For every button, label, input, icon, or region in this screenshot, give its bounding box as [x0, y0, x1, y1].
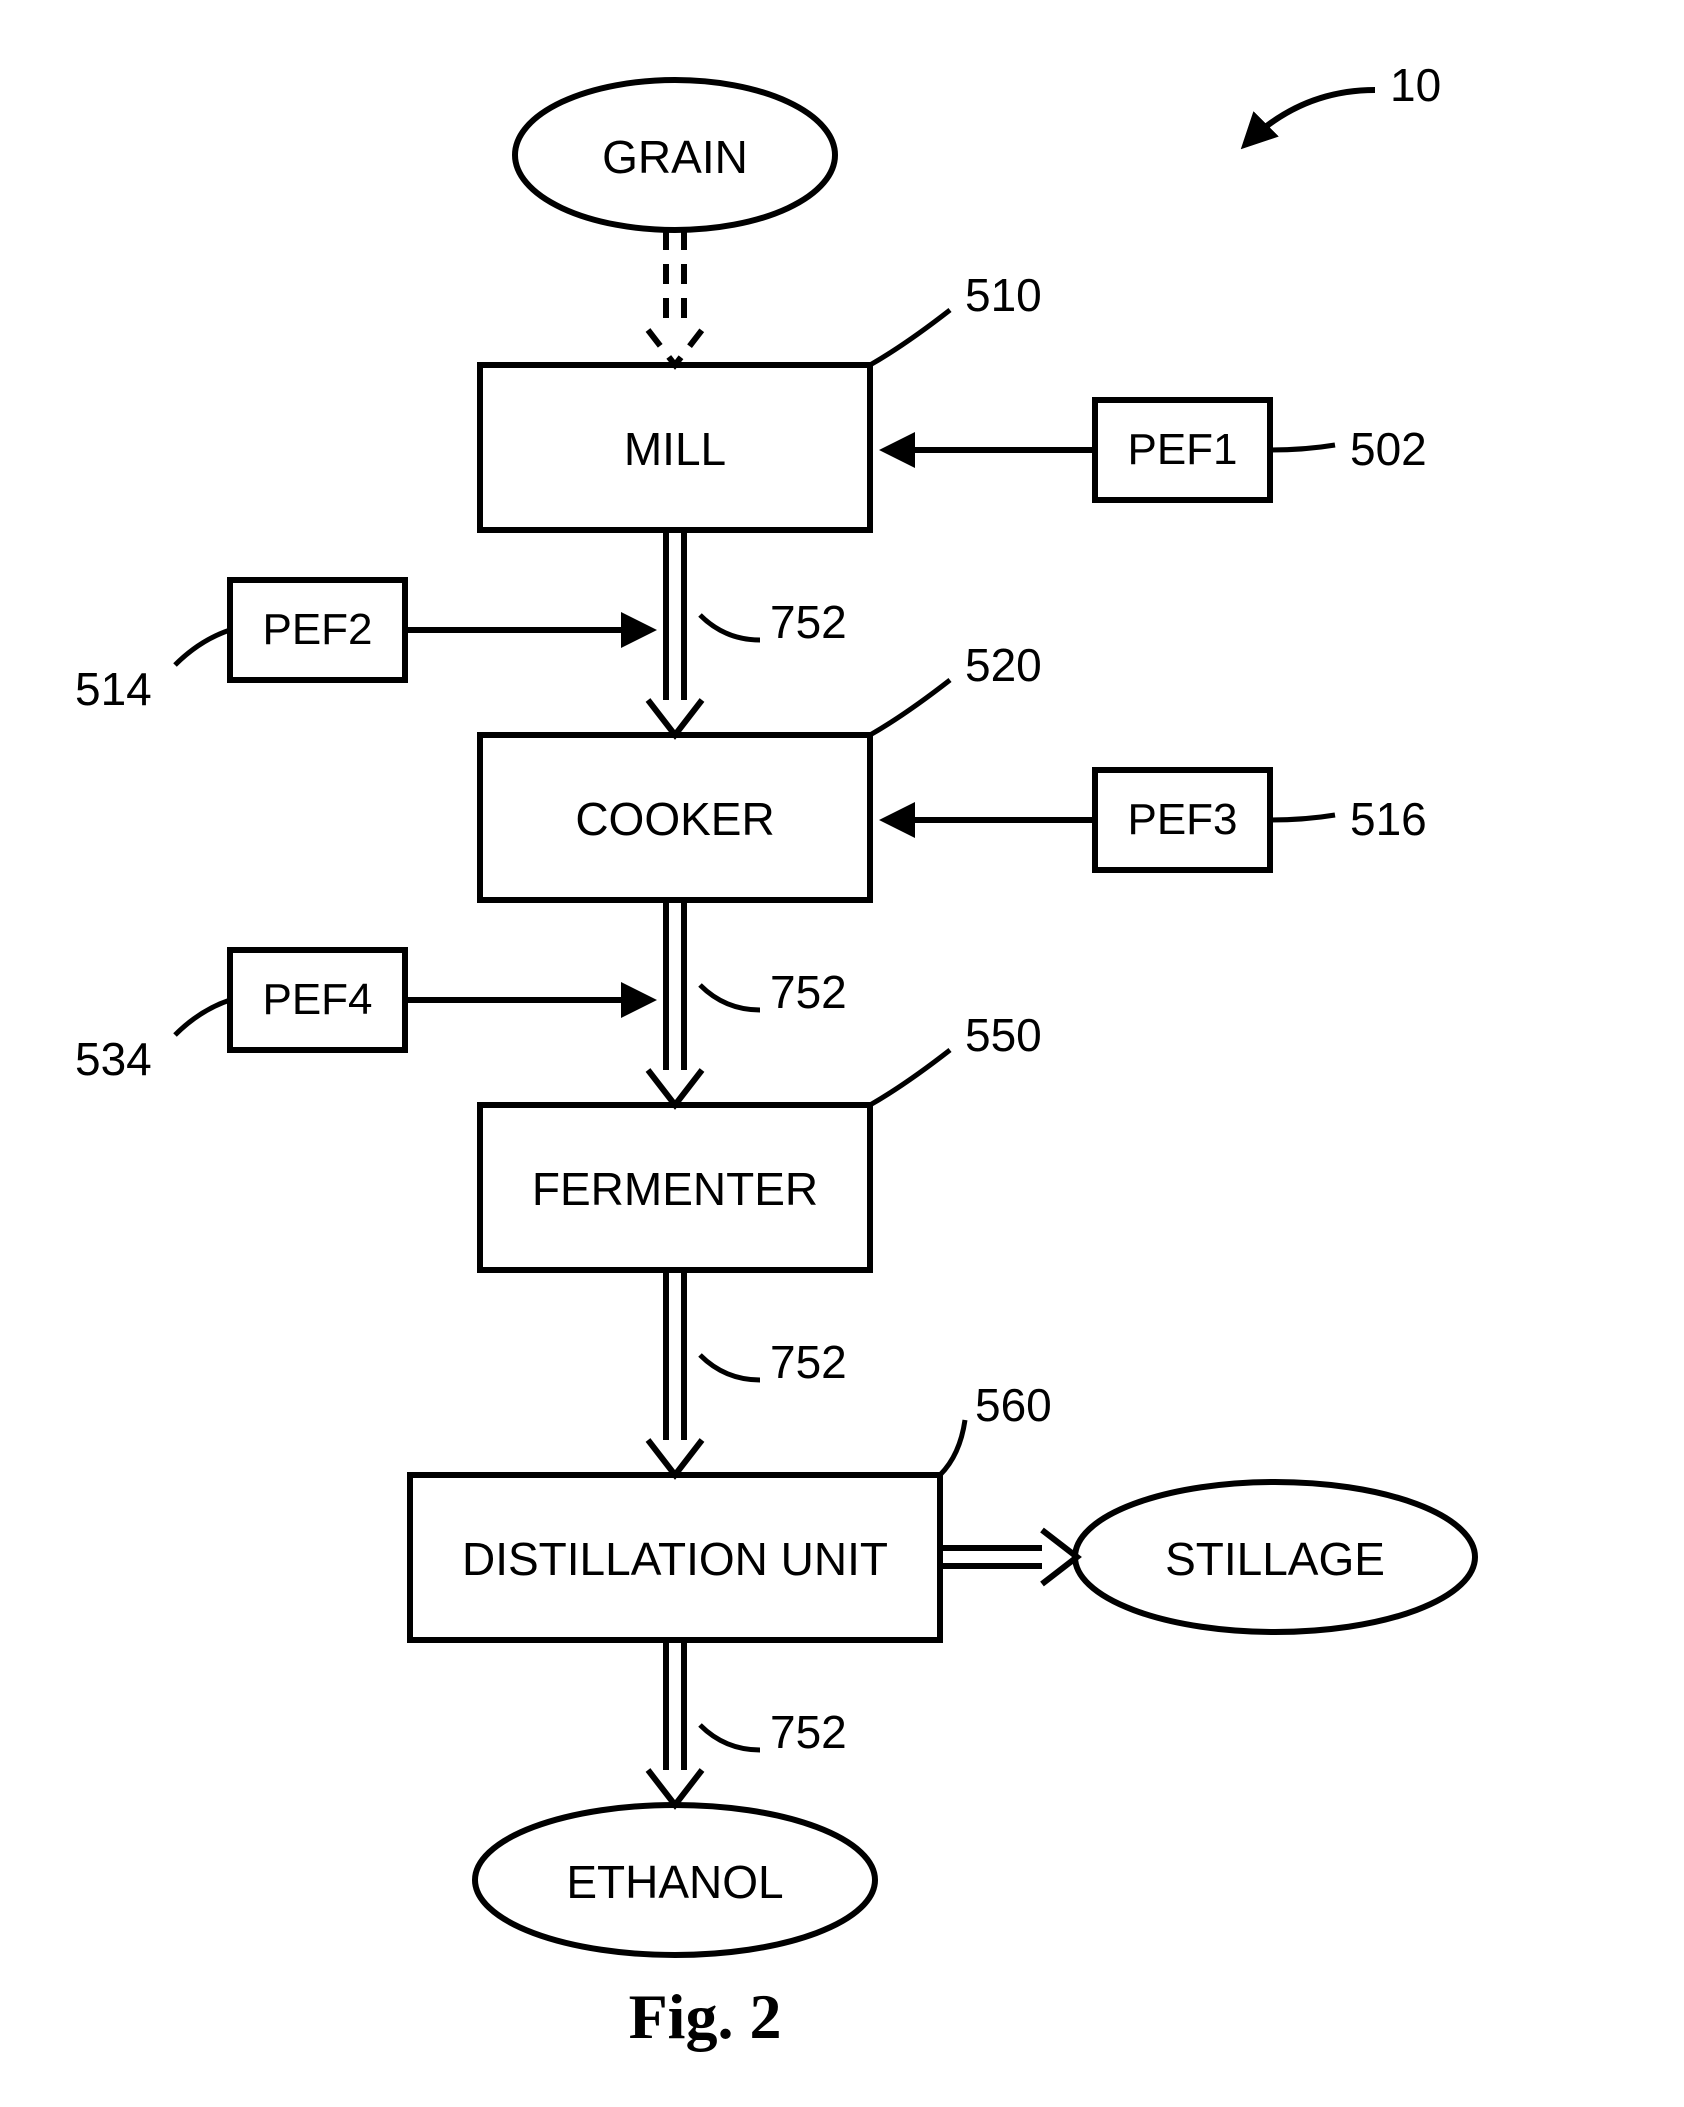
- ref-516: 516: [1350, 792, 1427, 846]
- label-pef3: PEF3: [1095, 795, 1270, 845]
- ref-curve-752d: [700, 1725, 760, 1750]
- ref-520: 520: [965, 638, 1042, 692]
- label-pef2: PEF2: [230, 605, 405, 655]
- label-pef4: PEF4: [230, 975, 405, 1025]
- ref-curve-514: [175, 630, 230, 665]
- label-distill: DISTILLATION UNIT: [410, 1532, 940, 1586]
- label-cooker: COOKER: [480, 792, 870, 846]
- ref-510: 510: [965, 268, 1042, 322]
- ref-752a: 752: [770, 595, 847, 649]
- ref-curve-510: [870, 310, 950, 365]
- ref-curve-520: [870, 680, 950, 735]
- ref-502: 502: [1350, 422, 1427, 476]
- ref-550: 550: [965, 1008, 1042, 1062]
- edge-cooker-fermenter: [648, 900, 702, 1105]
- edge-distill-ethanol: [648, 1640, 702, 1805]
- label-ethanol: ETHANOL: [475, 1855, 875, 1909]
- ref-curve-550: [870, 1050, 950, 1105]
- ref-curve-752a: [700, 615, 760, 640]
- edge-fermenter-distill: [648, 1270, 702, 1475]
- label-fermenter: FERMENTER: [480, 1162, 870, 1216]
- ref-514: 514: [75, 662, 152, 716]
- ref-752c: 752: [770, 1335, 847, 1389]
- edge-grain-mill: [648, 230, 702, 365]
- label-mill: MILL: [480, 422, 870, 476]
- ref-curve-502: [1270, 445, 1335, 450]
- ref-534: 534: [75, 1032, 152, 1086]
- ref-curve-534: [175, 1000, 230, 1035]
- edge-distill-stillage: [940, 1530, 1077, 1584]
- diagram-svg: [0, 0, 1684, 2107]
- ref-curve-752c: [700, 1355, 760, 1380]
- label-grain: GRAIN: [515, 130, 835, 184]
- label-pef1: PEF1: [1095, 425, 1270, 475]
- ref-10: 10: [1390, 58, 1441, 112]
- ref-752b: 752: [770, 965, 847, 1019]
- ref-752d: 752: [770, 1705, 847, 1759]
- label-stillage: STILLAGE: [1075, 1532, 1475, 1586]
- diagram-canvas: GRAIN MILL COOKER FERMENTER DISTILLATION…: [0, 0, 1684, 2107]
- ref-curve-560: [940, 1420, 965, 1475]
- ref-560: 560: [975, 1378, 1052, 1432]
- figure-caption: Fig. 2: [580, 1980, 830, 2054]
- ref-curve-516: [1270, 815, 1335, 820]
- ref-arrow-10: [1245, 90, 1375, 145]
- edge-mill-cooker: [648, 530, 702, 735]
- ref-curve-752b: [700, 985, 760, 1010]
